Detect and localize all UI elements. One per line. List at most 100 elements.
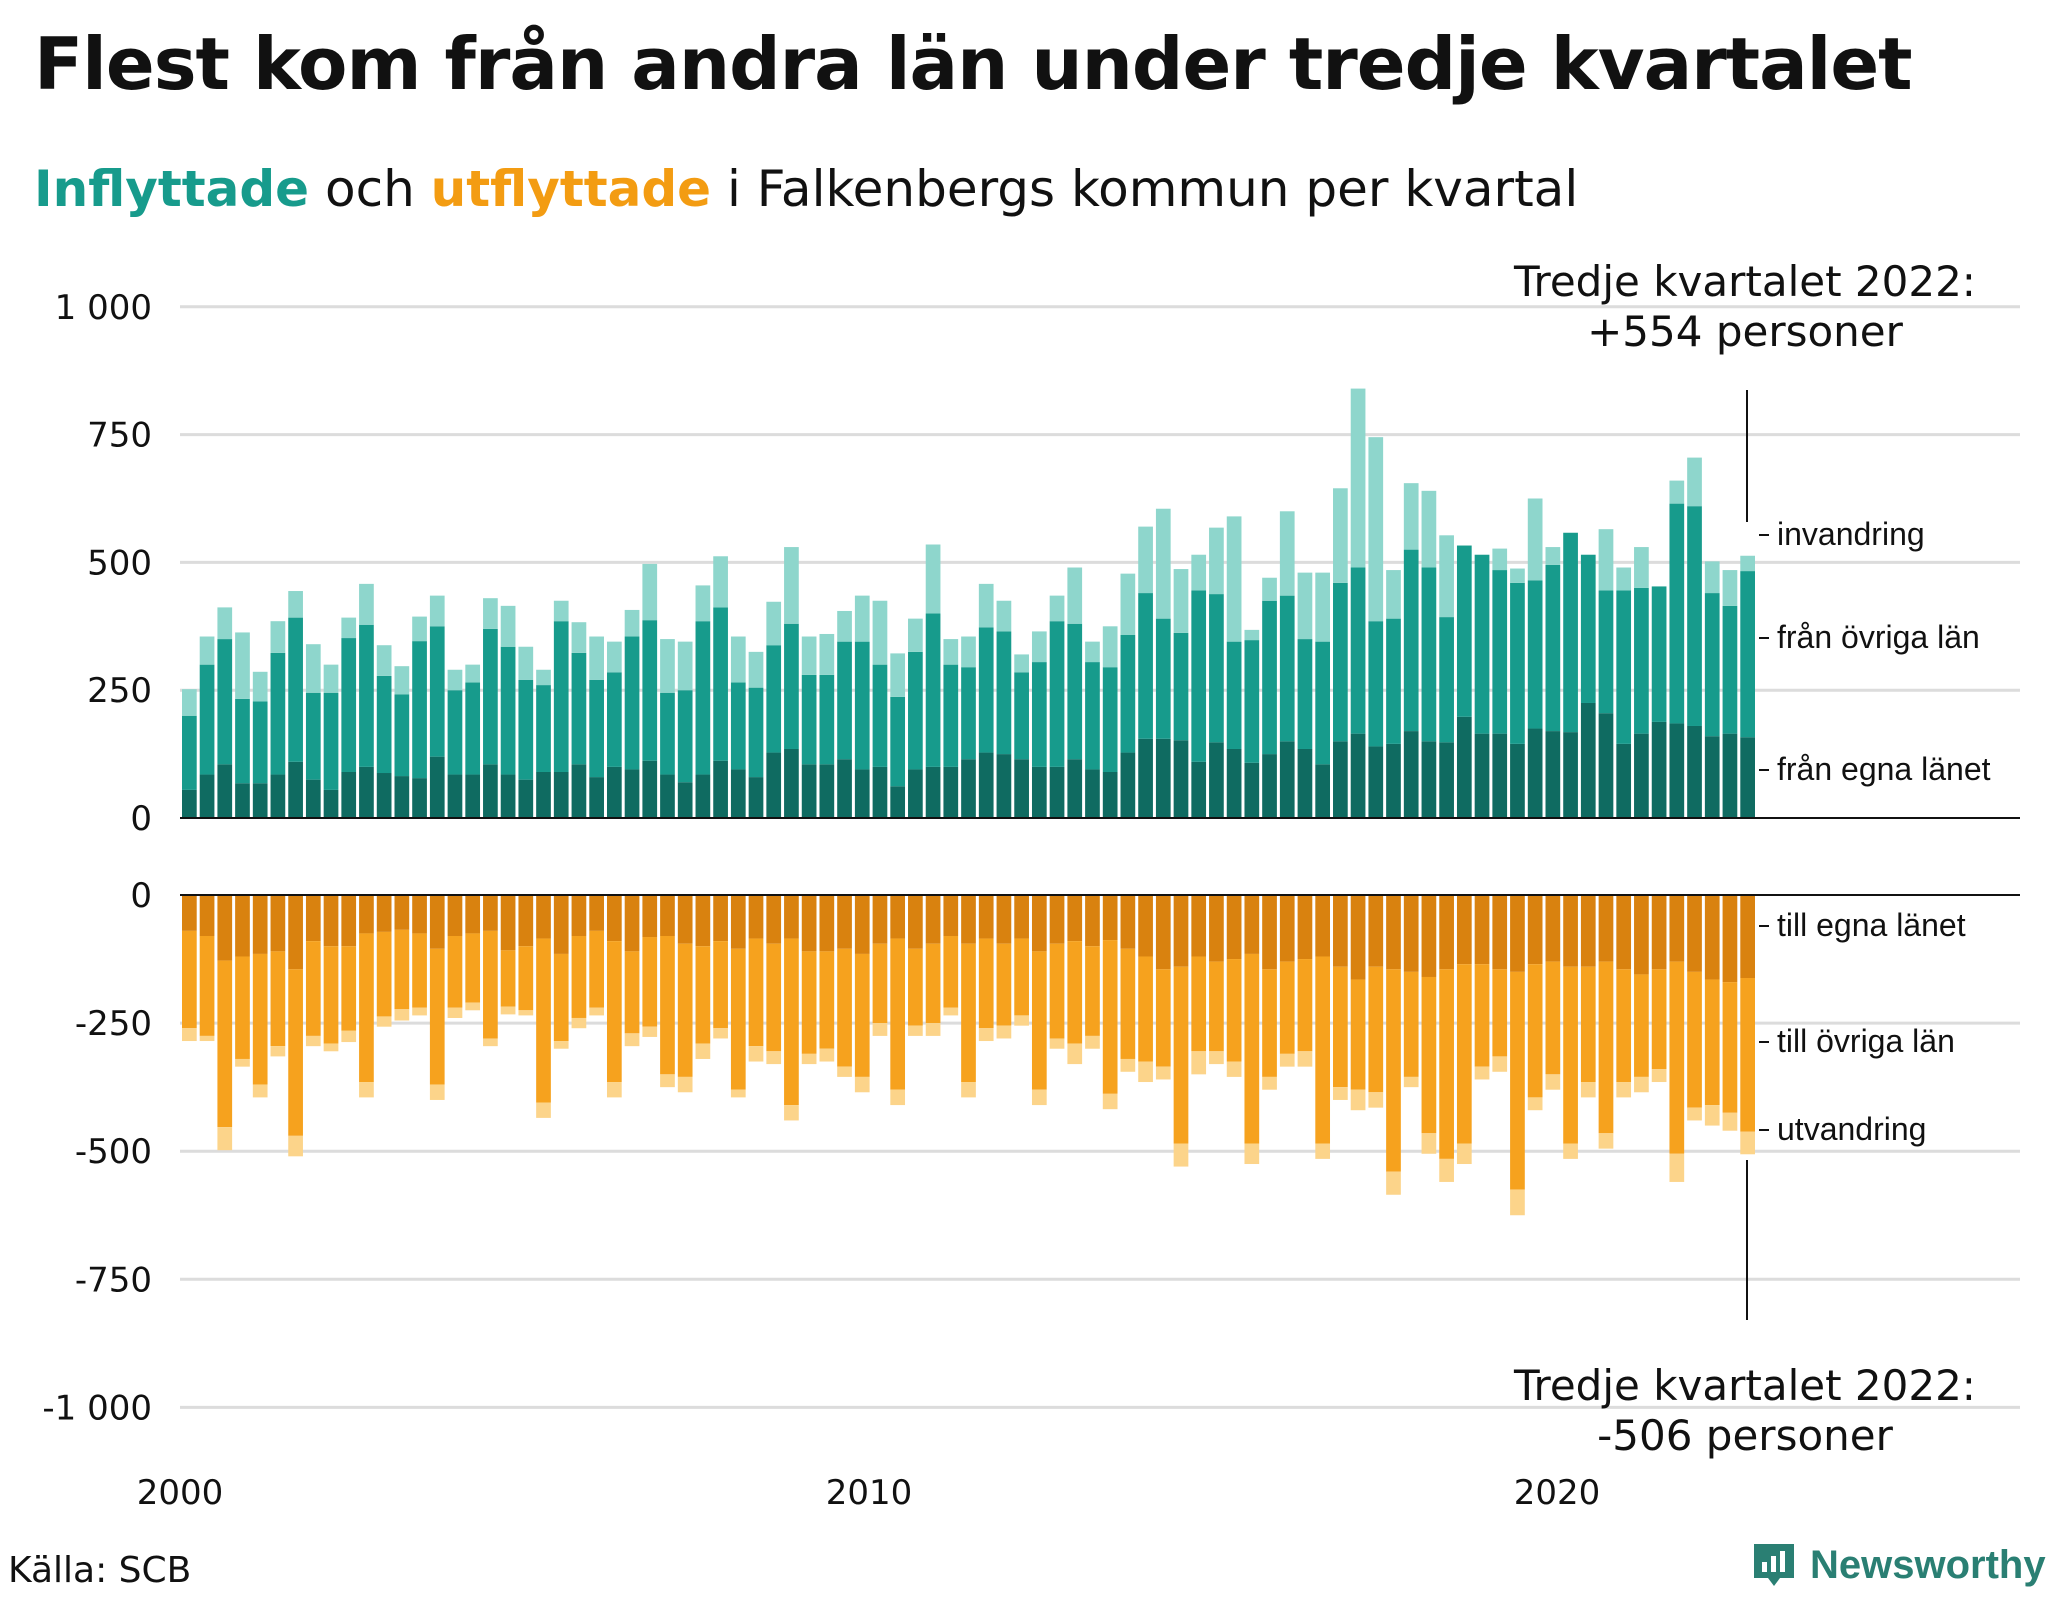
- bar-out-2: [961, 1082, 976, 1098]
- bar-out-0: [1456, 895, 1472, 965]
- bar-in-0: [1315, 764, 1331, 818]
- bar-in-2: [854, 595, 870, 642]
- bar-out-2: [1226, 1061, 1242, 1077]
- bar-in-1: [217, 639, 233, 765]
- bar-out-2: [1474, 1066, 1490, 1080]
- bar-out-0: [571, 895, 587, 936]
- bar-out-1: [943, 935, 959, 1008]
- bar-in-0: [518, 779, 534, 818]
- bar-in-1: [1049, 621, 1065, 767]
- bar-in-0: [854, 769, 870, 818]
- bar-out-2: [925, 1023, 941, 1036]
- bar-out-0: [394, 895, 410, 930]
- bar-in-0: [1049, 766, 1065, 818]
- bar-out-2: [571, 1017, 587, 1029]
- bar-in-2: [1297, 572, 1313, 640]
- bar-in-1: [1014, 672, 1029, 760]
- bar-out-0: [182, 895, 197, 931]
- bar-in-2: [412, 616, 427, 642]
- bar-in-2: [1403, 483, 1419, 550]
- bar-out-0: [1067, 895, 1083, 942]
- bar-out-2: [642, 1026, 658, 1037]
- bar-out-1: [447, 935, 463, 1008]
- y-tick-label: -250: [75, 1004, 152, 1044]
- bar-out-2: [1563, 1143, 1578, 1159]
- bar-in-0: [394, 776, 410, 818]
- bar-out-1: [713, 941, 728, 1029]
- bar-out-0: [1527, 895, 1543, 965]
- bar-out-1: [1014, 938, 1029, 1016]
- bar-in-0: [1669, 723, 1685, 818]
- bar-in-2: [1687, 457, 1702, 507]
- bar-in-1: [288, 617, 303, 762]
- bar-in-0: [766, 752, 782, 818]
- bar-out-2: [1580, 1082, 1596, 1098]
- bar-in-2: [1492, 548, 1508, 571]
- bar-out-0: [890, 895, 906, 939]
- bar-out-1: [1651, 969, 1667, 1070]
- bar-out-2: [359, 1082, 374, 1098]
- bar-out-0: [1155, 895, 1171, 970]
- bar-in-2: [748, 651, 764, 688]
- bar-out-0: [1474, 895, 1490, 965]
- bar-out-2: [1704, 1105, 1720, 1126]
- bar-in-0: [1120, 752, 1136, 818]
- bar-out-1: [1421, 976, 1437, 1134]
- bar-in-1: [1120, 634, 1136, 753]
- bar-in-0: [908, 769, 923, 818]
- bar-in-2: [252, 671, 268, 702]
- bar-out-2: [1527, 1097, 1543, 1111]
- bar-in-1: [1315, 641, 1331, 765]
- bar-out-0: [801, 895, 817, 952]
- bar-out-0: [589, 895, 604, 931]
- bar-out-2: [1120, 1058, 1136, 1072]
- bar-in-0: [1067, 759, 1083, 818]
- bar-out-0: [1191, 895, 1207, 957]
- bar-out-1: [1102, 940, 1118, 1094]
- bar-out-0: [1386, 895, 1401, 970]
- bar-in-0: [465, 774, 481, 818]
- bar-in-0: [1563, 732, 1578, 818]
- bar-out-1: [1067, 941, 1083, 1044]
- bar-in-0: [1474, 733, 1490, 818]
- bar-out-0: [978, 895, 994, 939]
- bar-out-1: [872, 943, 888, 1024]
- bar-in-2: [1722, 570, 1738, 606]
- bar-in-2: [1173, 569, 1189, 633]
- bar-out-1: [961, 943, 976, 1083]
- bar-out-2: [536, 1102, 551, 1118]
- bar-out-2: [748, 1046, 764, 1062]
- bar-in-1: [996, 631, 1012, 755]
- bar-out-1: [1368, 966, 1384, 1093]
- bar-in-0: [412, 778, 427, 818]
- bar-in-2: [1244, 629, 1260, 641]
- bar-out-0: [1102, 895, 1118, 941]
- bar-out-2: [1439, 1158, 1454, 1182]
- bar-out-2: [1244, 1143, 1260, 1165]
- bar-out-0: [1333, 895, 1348, 967]
- bar-out-1: [1563, 966, 1578, 1144]
- bar-in-2: [483, 598, 498, 629]
- y-tick-label: -500: [75, 1132, 152, 1172]
- bar-out-0: [1297, 895, 1313, 960]
- bar-in-2: [536, 669, 551, 686]
- bar-in-0: [801, 764, 817, 818]
- bar-out-0: [1138, 895, 1153, 957]
- bar-out-1: [1545, 961, 1561, 1075]
- bar-in-0: [943, 766, 959, 818]
- bar-in-2: [1049, 595, 1065, 622]
- bar-in-1: [483, 628, 498, 765]
- bar-in-1: [1456, 545, 1472, 717]
- bar-out-2: [429, 1084, 445, 1100]
- y-tick-label: 250: [87, 671, 152, 711]
- bar-out-1: [978, 938, 994, 1029]
- bar-in-2: [1527, 498, 1543, 581]
- chart-subtitle: Inflyttade och utflyttade i Falkenbergs …: [34, 160, 1578, 218]
- bar-in-2: [961, 636, 976, 668]
- bar-out-0: [1439, 895, 1454, 970]
- bar-in-0: [1651, 721, 1667, 818]
- bar-in-1: [1510, 582, 1525, 744]
- bar-in-0: [1368, 746, 1384, 818]
- bar-in-1: [1669, 503, 1685, 724]
- bar-out-2: [447, 1007, 463, 1018]
